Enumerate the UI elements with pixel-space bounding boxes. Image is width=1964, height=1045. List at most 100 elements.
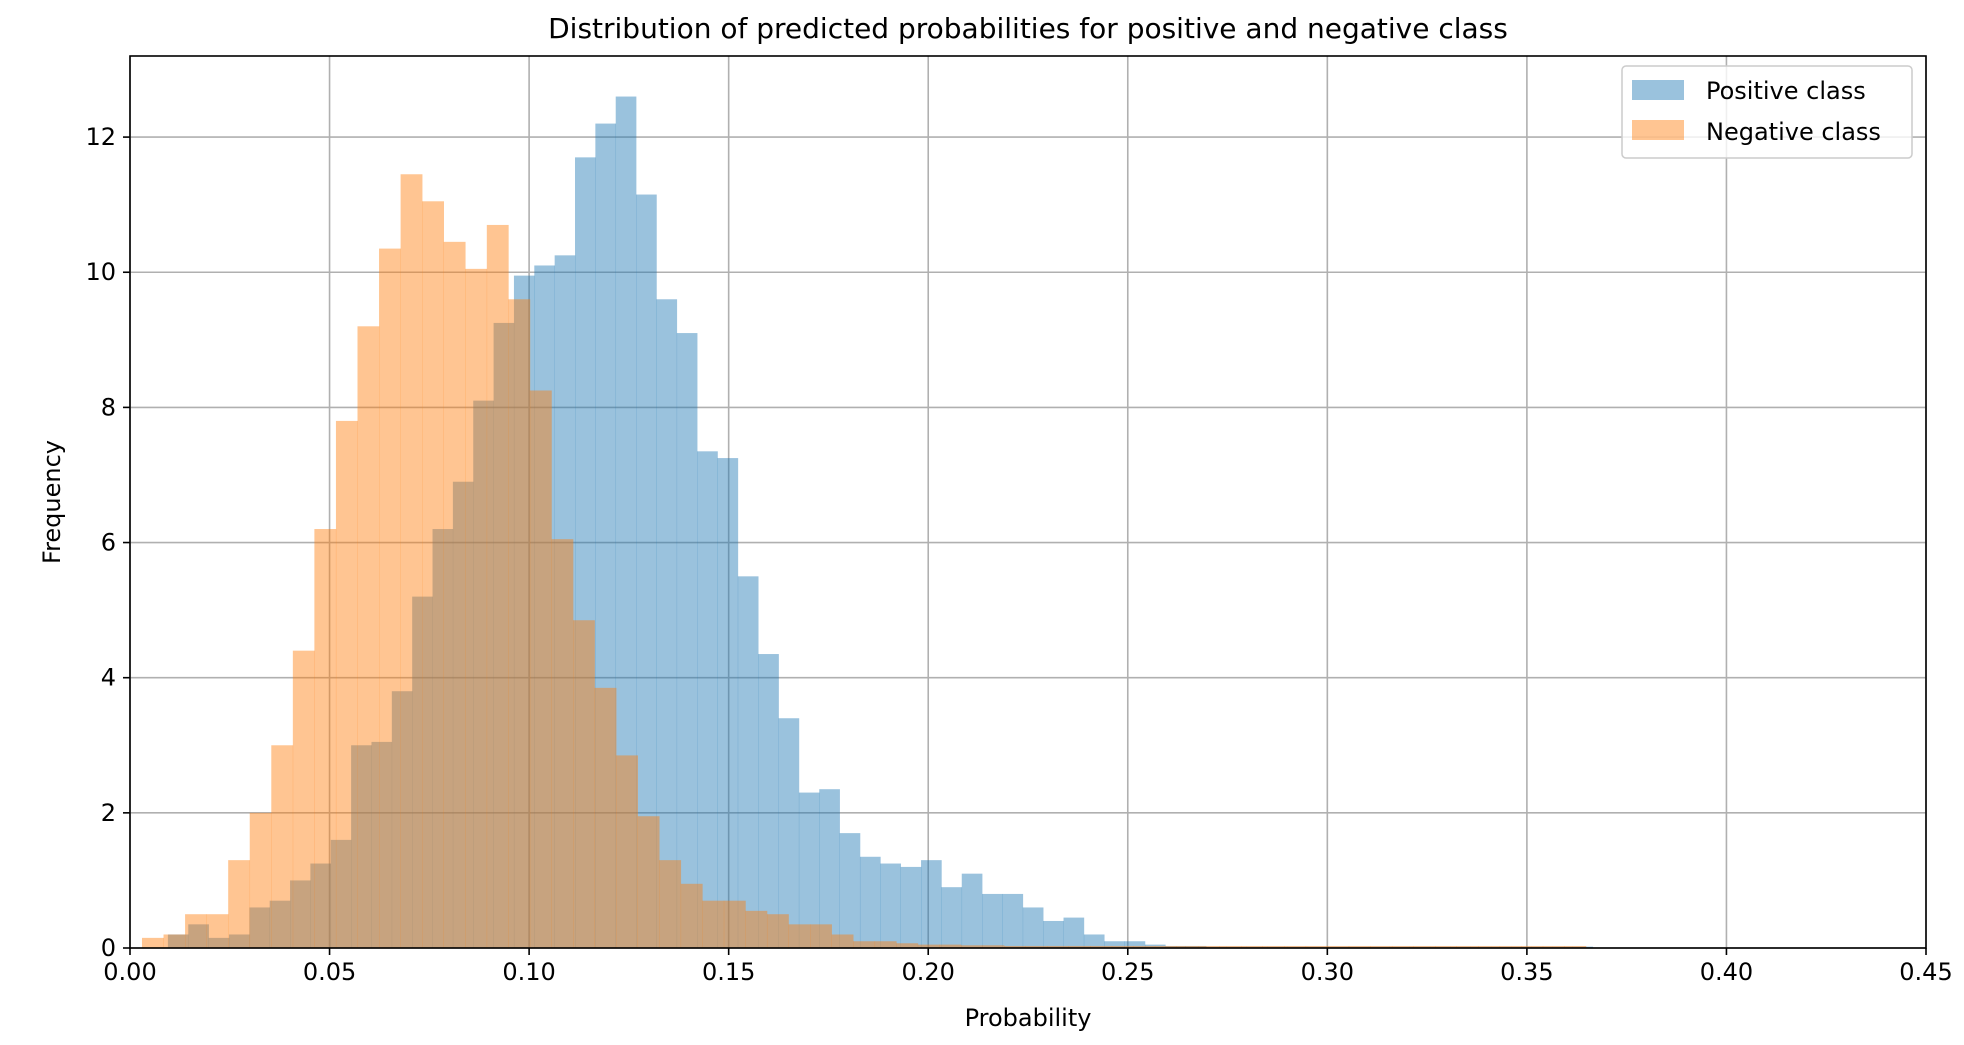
histogram-bar bbox=[508, 299, 531, 949]
histogram-bar bbox=[697, 451, 718, 948]
histogram-bar bbox=[1542, 945, 1565, 948]
histogram-bar bbox=[1478, 945, 1501, 948]
histogram-bar bbox=[208, 937, 230, 948]
histogram-bar bbox=[880, 863, 901, 948]
histogram-bar bbox=[269, 900, 291, 948]
histogram-bar bbox=[1022, 907, 1044, 948]
histogram-bar bbox=[874, 941, 897, 948]
histogram-bar bbox=[798, 792, 820, 948]
histogram-bar bbox=[554, 255, 576, 948]
legend-swatch-negative bbox=[1632, 120, 1684, 140]
histogram-bar bbox=[513, 275, 535, 948]
histogram-bar bbox=[717, 458, 739, 948]
histogram-bar bbox=[960, 945, 983, 948]
histogram-bar bbox=[1348, 945, 1371, 948]
histogram-bar bbox=[465, 268, 488, 948]
histogram-bar bbox=[1004, 945, 1026, 948]
histogram-bar bbox=[335, 420, 358, 949]
y-axis-label: Frequency bbox=[38, 440, 66, 564]
histogram-bar bbox=[680, 883, 703, 948]
x-tick-label: 0.25 bbox=[1101, 958, 1154, 986]
histogram-bar bbox=[1198, 945, 1220, 948]
histogram-bar bbox=[982, 945, 1005, 948]
ticks-layer: 0.00 0.05 0.10 0.15 0.20 0.25 0.30 0.35 0.40 0.45… bbox=[85, 123, 1952, 986]
histogram-bar bbox=[1154, 945, 1177, 948]
histogram-bar bbox=[659, 860, 682, 948]
histogram-bar bbox=[1413, 945, 1436, 948]
histogram-bar bbox=[314, 529, 337, 948]
histogram-bar bbox=[443, 241, 466, 949]
y-tick-label: 2 bbox=[101, 799, 116, 827]
histogram-bar bbox=[1327, 945, 1350, 948]
histogram-bar bbox=[271, 745, 294, 948]
x-tick-label: 0.10 bbox=[502, 958, 555, 986]
histogram-bar bbox=[745, 910, 768, 948]
histogram-bar bbox=[357, 326, 380, 948]
histogram-bar bbox=[637, 816, 660, 948]
y-tick-label: 10 bbox=[85, 258, 116, 286]
histogram-bar bbox=[921, 860, 942, 948]
histogram-bar bbox=[939, 944, 962, 948]
histogram-bar bbox=[1025, 945, 1048, 948]
histogram-bar bbox=[493, 322, 515, 948]
histogram-bar bbox=[371, 741, 393, 948]
histogram-bar bbox=[167, 934, 189, 948]
x-tick-label: 0.45 bbox=[1899, 958, 1952, 986]
histogram-bar bbox=[1284, 945, 1307, 948]
histogram-bar bbox=[575, 157, 596, 948]
y-tick-label: 12 bbox=[85, 123, 116, 151]
plot-frame bbox=[129, 55, 1927, 949]
histogram-bar bbox=[529, 390, 552, 948]
histogram-bar bbox=[185, 914, 207, 948]
histogram-bar bbox=[351, 745, 372, 948]
histogram-bar bbox=[206, 914, 229, 948]
histogram-bar bbox=[292, 650, 315, 948]
y-tick-label: 0 bbox=[101, 934, 116, 962]
histogram-bar bbox=[1063, 917, 1085, 948]
series-positive bbox=[167, 96, 1594, 949]
histogram-bar bbox=[534, 265, 555, 948]
histogram-bar bbox=[228, 934, 250, 948]
histogram-bar bbox=[551, 539, 574, 948]
histogram-bar bbox=[432, 529, 454, 948]
legend-label-negative: Negative class bbox=[1706, 118, 1881, 146]
histogram-bar bbox=[573, 620, 595, 948]
histogram-bar bbox=[616, 755, 638, 948]
histogram-bar bbox=[486, 224, 509, 948]
histogram-bar bbox=[941, 887, 963, 948]
histogram-bar bbox=[758, 654, 779, 948]
histogram-bar bbox=[1435, 945, 1457, 948]
histogram-bar bbox=[330, 839, 352, 948]
histogram-bar bbox=[900, 866, 922, 948]
bars-layer bbox=[141, 96, 1594, 949]
histogram-bar bbox=[1002, 893, 1024, 948]
histogram-bar bbox=[1305, 945, 1328, 948]
histogram-bar bbox=[810, 924, 832, 948]
histogram-bar bbox=[249, 812, 272, 948]
x-tick-label: 0.20 bbox=[902, 958, 955, 986]
series-negative bbox=[141, 174, 1587, 949]
y-tick-label: 4 bbox=[101, 664, 116, 692]
legend-swatch-positive bbox=[1632, 80, 1684, 100]
histogram-bar bbox=[1185, 945, 1207, 948]
histogram-bar bbox=[615, 96, 637, 948]
histogram-bar bbox=[853, 941, 876, 948]
histogram-bar bbox=[595, 123, 617, 949]
histogram-bar bbox=[636, 194, 657, 949]
histogram-bar bbox=[896, 943, 919, 948]
histogram-bar bbox=[1262, 945, 1285, 948]
histogram-bar bbox=[163, 934, 186, 948]
x-tick-label: 0.35 bbox=[1500, 958, 1553, 986]
histogram-bar bbox=[452, 481, 474, 948]
histogram-bar bbox=[676, 333, 698, 948]
histogram-bar bbox=[1391, 945, 1414, 948]
histogram-bar bbox=[1124, 941, 1146, 948]
histogram-bar bbox=[788, 924, 811, 948]
y-tick-label: 6 bbox=[101, 529, 116, 557]
x-axis-label: Probability bbox=[965, 1004, 1092, 1032]
histogram-bar bbox=[379, 248, 401, 948]
histogram-bar bbox=[141, 937, 164, 948]
histogram-bar bbox=[400, 174, 423, 948]
histogram-bar bbox=[188, 924, 209, 948]
histogram-bar bbox=[1165, 945, 1186, 948]
